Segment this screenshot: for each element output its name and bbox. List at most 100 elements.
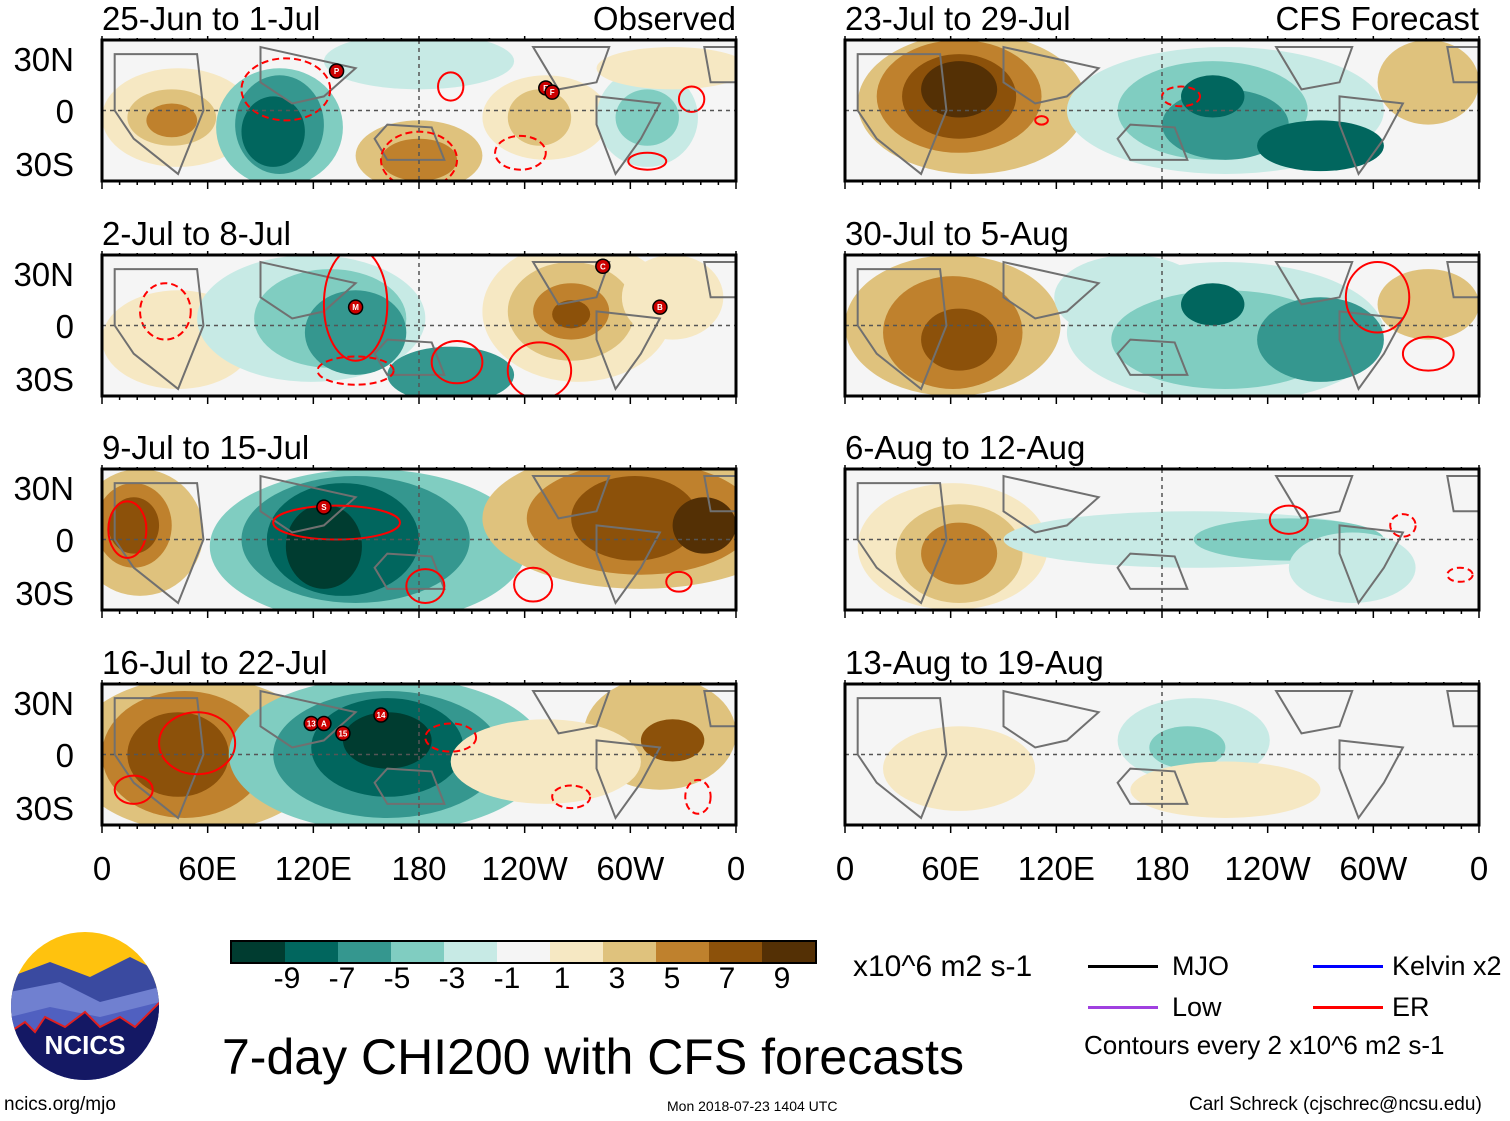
anomaly-region	[285, 504, 362, 589]
panel-period: 13-Aug to 19-Aug	[845, 644, 1104, 681]
lon-label: 60W	[596, 850, 665, 887]
panel-type: Observed	[592, 0, 736, 37]
panel-type: CFS Forecast	[1275, 0, 1479, 37]
coastline	[856, 268, 948, 391]
coastline	[1274, 46, 1354, 91]
figure-title: 7-day CHI200 with CFS forecasts	[222, 1029, 964, 1085]
anomaly-region	[450, 719, 641, 804]
storm-label: A	[321, 719, 327, 728]
er-contour	[158, 711, 237, 776]
lon-label: 120W	[1224, 850, 1311, 887]
lon-label: 60E	[921, 850, 981, 887]
lon-label: 0	[726, 850, 746, 887]
storm-marker: 13	[303, 715, 319, 732]
coastline	[113, 53, 205, 176]
legend-line-mjo	[1088, 965, 1158, 968]
er-contour	[240, 57, 332, 122]
legend-label-er: ER	[1392, 992, 1430, 1022]
lon-label: 120E	[274, 850, 352, 887]
coastline	[595, 95, 662, 177]
coastline	[373, 338, 446, 376]
anomaly-region	[921, 61, 998, 118]
anomaly-region	[883, 726, 1036, 811]
lon-label: 0	[835, 850, 855, 887]
coastline	[703, 46, 736, 84]
er-contour	[513, 566, 554, 603]
legend-line-er	[1313, 1006, 1383, 1009]
lat-label: 0	[55, 93, 74, 130]
legend-label-mjo: MJO	[1172, 951, 1229, 981]
anomaly-region	[1377, 269, 1479, 340]
coastline	[1002, 689, 1101, 749]
legend-line-kelvin	[1313, 965, 1383, 968]
panel-period: 23-Jul to 29-Jul	[845, 0, 1071, 37]
timestamp: Mon 2018-07-23 1404 UTC	[667, 1098, 838, 1114]
colorbar-tick: -1	[493, 962, 521, 995]
colorbar-tick: -5	[383, 962, 411, 995]
anomaly-region	[507, 89, 572, 146]
units-label: x10^6 m2 s-1	[853, 950, 1033, 983]
coastline	[1338, 739, 1405, 821]
storm-label: 15	[338, 729, 347, 738]
er-contour	[322, 255, 389, 362]
coastline	[259, 689, 358, 749]
er-contour	[677, 85, 706, 113]
er-contour	[627, 151, 668, 171]
coastline	[1116, 552, 1189, 590]
lon-label: 120E	[1017, 850, 1095, 887]
colorbar	[230, 940, 817, 964]
lon-label: 180	[1134, 850, 1190, 887]
colorbar-swatch	[656, 942, 709, 962]
lat-label: 30S	[15, 146, 74, 183]
lat-label: 30S	[15, 361, 74, 398]
panel-period: 30-Jul to 5-Aug	[845, 215, 1069, 252]
map-panel: PEF	[100, 36, 738, 189]
coastline	[856, 697, 948, 820]
er-contour	[437, 71, 465, 102]
anomaly-region	[640, 719, 705, 762]
coastline	[1116, 123, 1189, 161]
colorbar-swatch	[709, 942, 762, 962]
coastline	[373, 552, 446, 590]
legend-label-kelvin: Kelvin x2	[1392, 951, 1502, 981]
lon-label: 180	[391, 850, 447, 887]
panel-period: 6-Aug to 12-Aug	[845, 429, 1086, 466]
coastline	[1338, 524, 1405, 606]
storm-label: B	[657, 303, 663, 312]
coastline	[595, 739, 662, 821]
coastline	[531, 46, 611, 91]
anomaly-region	[1181, 75, 1245, 118]
er-contour	[424, 722, 478, 753]
storm-label: 14	[377, 711, 386, 720]
storm-marker: M	[347, 299, 364, 315]
anomaly-region	[1288, 532, 1416, 603]
lat-label: 30N	[13, 256, 74, 293]
storm-label: C	[600, 262, 606, 271]
coastline	[113, 697, 205, 820]
er-contour	[1268, 504, 1309, 535]
coastline	[595, 524, 662, 606]
anomaly-region	[304, 290, 407, 375]
lon-label: 0	[92, 850, 112, 887]
storm-label: M	[352, 303, 359, 312]
storm-label: P	[334, 67, 340, 76]
anomaly-region	[921, 522, 998, 585]
anomaly-region	[241, 96, 305, 167]
er-contour	[430, 340, 484, 385]
lat-label: 30S	[15, 575, 74, 612]
lat-label: 0	[55, 522, 74, 559]
storm-marker: F	[544, 84, 560, 100]
colorbar-tick: 3	[608, 962, 626, 995]
coastline	[113, 482, 205, 605]
er-contour	[494, 134, 547, 171]
map-panel: C M B	[100, 251, 738, 404]
colorbar-swatch	[603, 942, 656, 962]
anomaly-region	[571, 476, 698, 561]
url-link[interactable]: ncics.org/mjo	[4, 1094, 116, 1115]
anomaly-region	[596, 47, 736, 90]
coastline	[1446, 46, 1479, 84]
coastline	[1002, 260, 1101, 320]
coastline	[373, 123, 446, 161]
coastline	[259, 260, 358, 320]
panel-period: 16-Jul to 22-Jul	[102, 644, 328, 681]
